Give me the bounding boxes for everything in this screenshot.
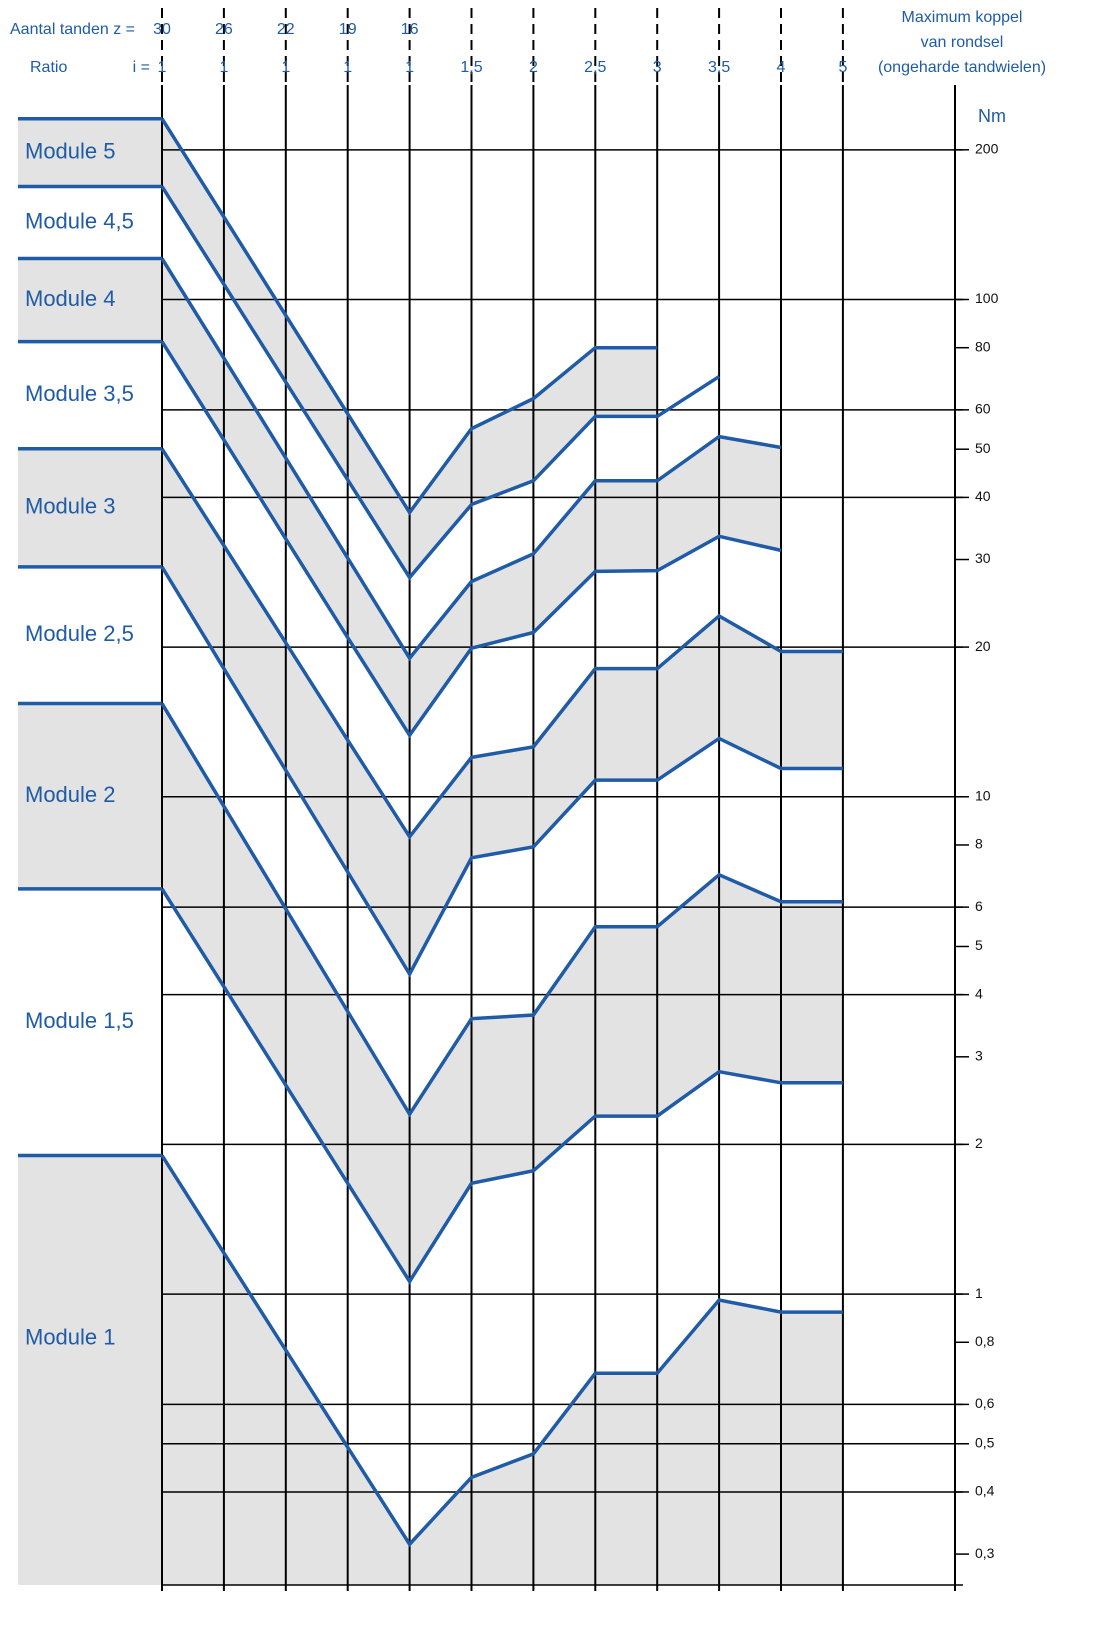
labels: Aantal tanden z = Ratio i = Maximum kopp… (10, 9, 1046, 1561)
series-line (160, 257, 782, 662)
ratio-label: 1 (219, 59, 228, 76)
y-tick-label: 50 (975, 440, 991, 456)
ratio-label: 3,5 (708, 59, 730, 76)
module-label: Module 1,5 (25, 1008, 134, 1033)
series-line (160, 1154, 843, 1548)
y-tick-label: 0,6 (975, 1395, 995, 1411)
y-tick-label: 0,8 (975, 1333, 995, 1349)
y-tick-label: 1 (975, 1285, 983, 1301)
teeth-number: 16 (401, 21, 419, 38)
y-tick-label: 8 (975, 836, 983, 852)
y-tick-label: 40 (975, 488, 991, 504)
ratio-label: 1 (281, 59, 290, 76)
series-line (160, 702, 843, 1118)
y-tick-label: 5 (975, 937, 983, 953)
module-label: Module 3 (25, 494, 116, 519)
module-label: Module 4,5 (25, 208, 134, 233)
grid (161, 8, 969, 1591)
band-fill (162, 1155, 843, 1585)
label-box (18, 703, 162, 889)
ratio-label: 3 (653, 59, 662, 76)
y-title: (ongeharde tandwielen) (878, 59, 1046, 76)
teeth-label: Aantal tanden z = (10, 21, 135, 38)
module-label: Module 2,5 (25, 621, 134, 646)
ratio-label: 5 (838, 59, 847, 76)
module-label: Module 2 (25, 782, 116, 807)
teeth-number: 30 (153, 21, 171, 38)
lines (18, 116, 843, 1548)
y-tick-label: 6 (975, 898, 983, 914)
label-box (18, 258, 162, 342)
y-tick-label: 100 (975, 290, 999, 306)
teeth-number: 19 (339, 21, 357, 38)
y-tick-label: 0,4 (975, 1483, 995, 1499)
ratio-prefix: i = (133, 59, 150, 76)
ratio-label: 1 (405, 59, 414, 76)
series-line (160, 340, 782, 739)
module-label: Module 3,5 (25, 381, 134, 406)
ratio-label: 2,5 (584, 59, 606, 76)
y-tick-label: 3 (975, 1048, 983, 1064)
label-box (18, 1155, 162, 1585)
y-tick-label: 80 (975, 338, 991, 354)
ratio-label: Ratio (30, 59, 67, 76)
series-line (160, 887, 843, 1285)
y-title: van rondsel (921, 34, 1004, 51)
series-line (160, 117, 658, 516)
module-label: Module 4 (25, 286, 116, 311)
module-label: Module 1 (25, 1324, 116, 1349)
series-line (160, 185, 721, 581)
y-tick-label: 10 (975, 787, 991, 803)
teeth-number: 22 (277, 21, 295, 38)
label-box (18, 118, 162, 187)
y-tick-label: 0,3 (975, 1545, 995, 1561)
band-fill (162, 448, 843, 975)
label-box (18, 448, 162, 567)
y-tick-label: 30 (975, 550, 991, 566)
y-unit: Nm (978, 106, 1006, 126)
series-line (160, 447, 843, 840)
ratio-label: 4 (777, 59, 786, 76)
y-title: Maximum koppel (902, 9, 1023, 26)
ratio-label: 1 (158, 59, 167, 76)
band-fill (162, 703, 843, 1282)
teeth-number: 26 (215, 21, 233, 38)
ratio-label: 2 (529, 59, 538, 76)
series-line (160, 565, 843, 978)
module-label: Module 5 (25, 138, 116, 163)
y-tick-label: 2 (975, 1135, 983, 1151)
y-tick-label: 200 (975, 141, 999, 157)
ratio-label: 1,5 (460, 59, 482, 76)
y-tick-label: 0,5 (975, 1434, 995, 1450)
y-tick-label: 60 (975, 401, 991, 417)
y-tick-label: 4 (975, 985, 983, 1001)
ratio-label: 1 (343, 59, 352, 76)
y-tick-label: 20 (975, 638, 991, 654)
